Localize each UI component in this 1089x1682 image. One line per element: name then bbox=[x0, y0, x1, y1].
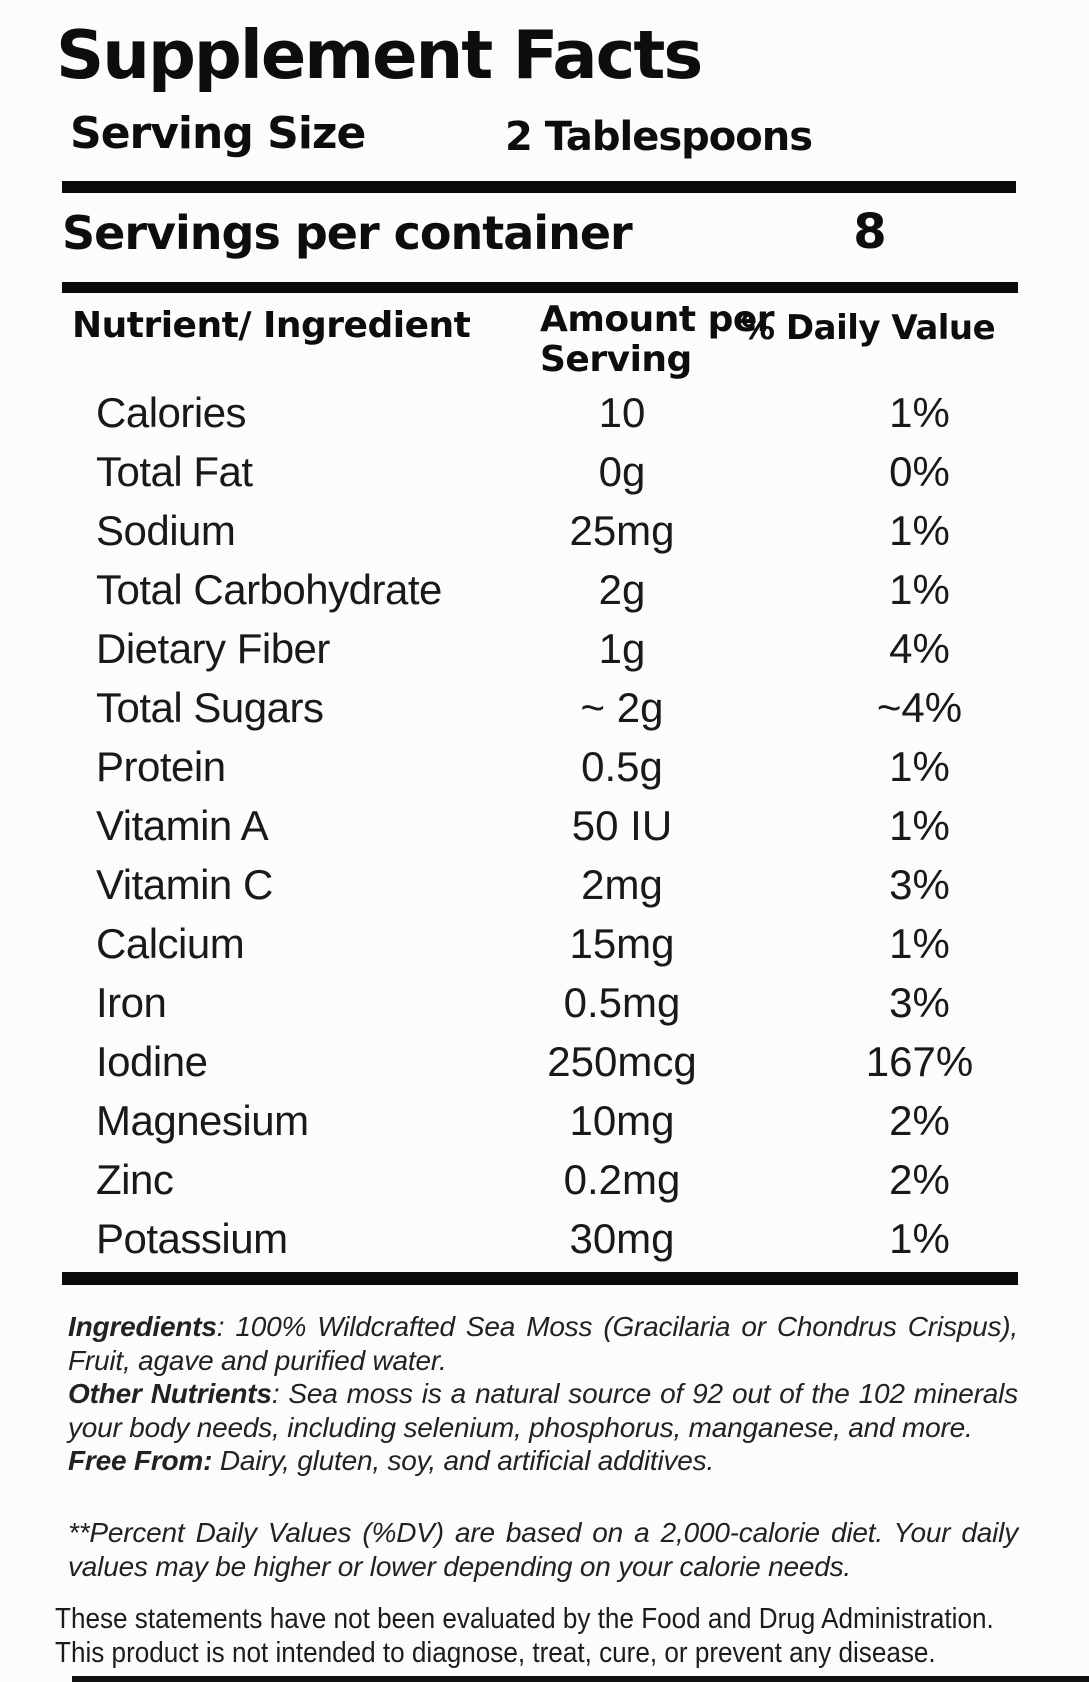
fda-disclaimer: These statements have not been evaluated… bbox=[55, 1602, 994, 1670]
daily-value: 1% bbox=[889, 506, 950, 554]
bottom-edge-rule bbox=[72, 1676, 1089, 1682]
daily-value: 4% bbox=[889, 624, 950, 672]
amount-value: 0.5mg bbox=[563, 978, 681, 1026]
nutrient-name: Vitamin C bbox=[96, 860, 273, 908]
servings-per-container-label: Servings per container bbox=[62, 206, 633, 260]
nutrient-name: Total Fat bbox=[96, 447, 253, 495]
table-row: Vitamin A 50 IU 1% bbox=[62, 796, 1018, 855]
table-row: Protein 0.5g 1% bbox=[62, 737, 1018, 796]
footnotes-block: Ingredients: 100% Wildcrafted Sea Moss (… bbox=[68, 1310, 1018, 1478]
table-row: Total Sugars ~ 2g ~4% bbox=[62, 678, 1018, 737]
nutrient-name: Protein bbox=[96, 742, 226, 790]
nutrient-table: Calories 10 1% Total Fat 0g 0% Sodium 25mg 1% Tot… bbox=[62, 383, 1018, 1268]
daily-value: 3% bbox=[889, 860, 950, 908]
daily-value-note-text: **Percent Daily Values (%DV) are based o… bbox=[68, 1517, 1018, 1582]
nutrient-name: Vitamin A bbox=[96, 801, 269, 849]
nutrient-name: Calories bbox=[96, 388, 247, 436]
amount-value: 0g bbox=[598, 447, 646, 495]
table-row: Vitamin C 2mg 3% bbox=[62, 855, 1018, 914]
column-header-amount: Amount per Serving bbox=[540, 299, 775, 380]
divider-rule bbox=[62, 181, 1016, 193]
daily-value: 1% bbox=[889, 742, 950, 790]
table-row: Total Fat 0g 0% bbox=[62, 442, 1018, 501]
ingredients-text: : 100% Wildcrafted Sea Moss (Gracilaria … bbox=[68, 1311, 1018, 1376]
nutrient-name: Potassium bbox=[96, 1214, 288, 1262]
column-header-daily-value: % Daily Value bbox=[741, 308, 996, 348]
amount-value: 10mg bbox=[569, 1096, 675, 1144]
servings-per-container-value: 8 bbox=[853, 204, 887, 260]
fda-disclaimer-line1: These statements have not been evaluated… bbox=[55, 1603, 994, 1635]
divider-rule bbox=[62, 282, 1018, 293]
nutrient-name: Calcium bbox=[96, 919, 245, 967]
daily-value: 3% bbox=[889, 978, 950, 1026]
daily-value-note: **Percent Daily Values (%DV) are based o… bbox=[68, 1516, 1018, 1583]
amount-value: 10 bbox=[598, 388, 646, 436]
amount-value: 250mcg bbox=[547, 1037, 697, 1085]
nutrient-name: Zinc bbox=[96, 1155, 174, 1203]
daily-value: 1% bbox=[889, 801, 950, 849]
table-row: Total Carbohydrate 2g 1% bbox=[62, 560, 1018, 619]
amount-value: 0.5g bbox=[581, 742, 663, 790]
table-row: Iodine 250mcg 167% bbox=[62, 1032, 1018, 1091]
amount-value: ~ 2g bbox=[580, 683, 664, 731]
serving-size-value: 2 Tablespoons bbox=[505, 114, 813, 160]
other-nutrients-label: Other Nutrients bbox=[68, 1378, 272, 1409]
table-row: Calcium 15mg 1% bbox=[62, 914, 1018, 973]
ingredients-paragraph: Ingredients: 100% Wildcrafted Sea Moss (… bbox=[68, 1310, 1018, 1377]
table-row: Calories 10 1% bbox=[62, 383, 1018, 442]
free-from-label: Free From: bbox=[68, 1445, 213, 1476]
table-row: Magnesium 10mg 2% bbox=[62, 1091, 1018, 1150]
table-row: Sodium 25mg 1% bbox=[62, 501, 1018, 560]
nutrient-name: Total Carbohydrate bbox=[96, 565, 442, 613]
daily-value: 1% bbox=[889, 388, 950, 436]
amount-value: 0.2mg bbox=[563, 1155, 681, 1203]
fda-disclaimer-line2: This product is not intended to diagnose… bbox=[55, 1637, 936, 1669]
nutrient-name: Sodium bbox=[96, 506, 236, 554]
amount-value: 30mg bbox=[569, 1214, 675, 1262]
daily-value: 1% bbox=[889, 565, 950, 613]
amount-value: 2mg bbox=[581, 860, 663, 908]
table-row: Iron 0.5mg 3% bbox=[62, 973, 1018, 1032]
daily-value: 0% bbox=[889, 447, 950, 495]
serving-size-label: Serving Size bbox=[70, 108, 366, 159]
divider-rule bbox=[62, 1272, 1018, 1285]
nutrient-name: Iron bbox=[96, 978, 167, 1026]
amount-value: 50 IU bbox=[571, 801, 673, 849]
table-row: Zinc 0.2mg 2% bbox=[62, 1150, 1018, 1209]
daily-value: 1% bbox=[889, 1214, 950, 1262]
free-from-text: Dairy, gluten, soy, and artificial addit… bbox=[212, 1445, 715, 1476]
amount-value: 1g bbox=[598, 624, 646, 672]
column-header-nutrient: Nutrient/ Ingredient bbox=[72, 305, 471, 346]
daily-value: 2% bbox=[889, 1155, 950, 1203]
daily-value: 167% bbox=[865, 1037, 974, 1085]
free-from-paragraph: Free From: Dairy, gluten, soy, and artif… bbox=[68, 1444, 1018, 1478]
amount-value: 2g bbox=[598, 565, 646, 613]
nutrient-name: Dietary Fiber bbox=[96, 624, 330, 672]
ingredients-label: Ingredients bbox=[68, 1311, 217, 1342]
other-nutrients-text: : Sea moss is a natural source of 92 out… bbox=[68, 1378, 1018, 1443]
nutrient-name: Iodine bbox=[96, 1037, 208, 1085]
nutrient-name: Total Sugars bbox=[96, 683, 324, 731]
table-row: Potassium 30mg 1% bbox=[62, 1209, 1018, 1268]
page-title: Supplement Facts bbox=[56, 16, 703, 94]
table-row: Dietary Fiber 1g 4% bbox=[62, 619, 1018, 678]
other-nutrients-paragraph: Other Nutrients: Sea moss is a natural s… bbox=[68, 1377, 1018, 1444]
daily-value: ~4% bbox=[876, 683, 963, 731]
daily-value: 2% bbox=[889, 1096, 950, 1144]
daily-value: 1% bbox=[889, 919, 950, 967]
amount-value: 15mg bbox=[569, 919, 675, 967]
amount-value: 25mg bbox=[569, 506, 675, 554]
nutrient-name: Magnesium bbox=[96, 1096, 309, 1144]
